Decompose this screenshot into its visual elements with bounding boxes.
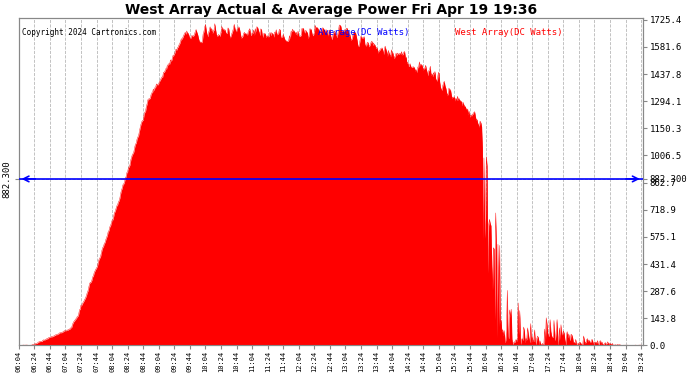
- Text: West Array(DC Watts): West Array(DC Watts): [455, 28, 563, 37]
- Text: Copyright 2024 Cartronics.com: Copyright 2024 Cartronics.com: [22, 28, 156, 37]
- Text: Average(DC Watts): Average(DC Watts): [318, 28, 410, 37]
- Title: West Array Actual & Average Power Fri Apr 19 19:36: West Array Actual & Average Power Fri Ap…: [125, 3, 537, 17]
